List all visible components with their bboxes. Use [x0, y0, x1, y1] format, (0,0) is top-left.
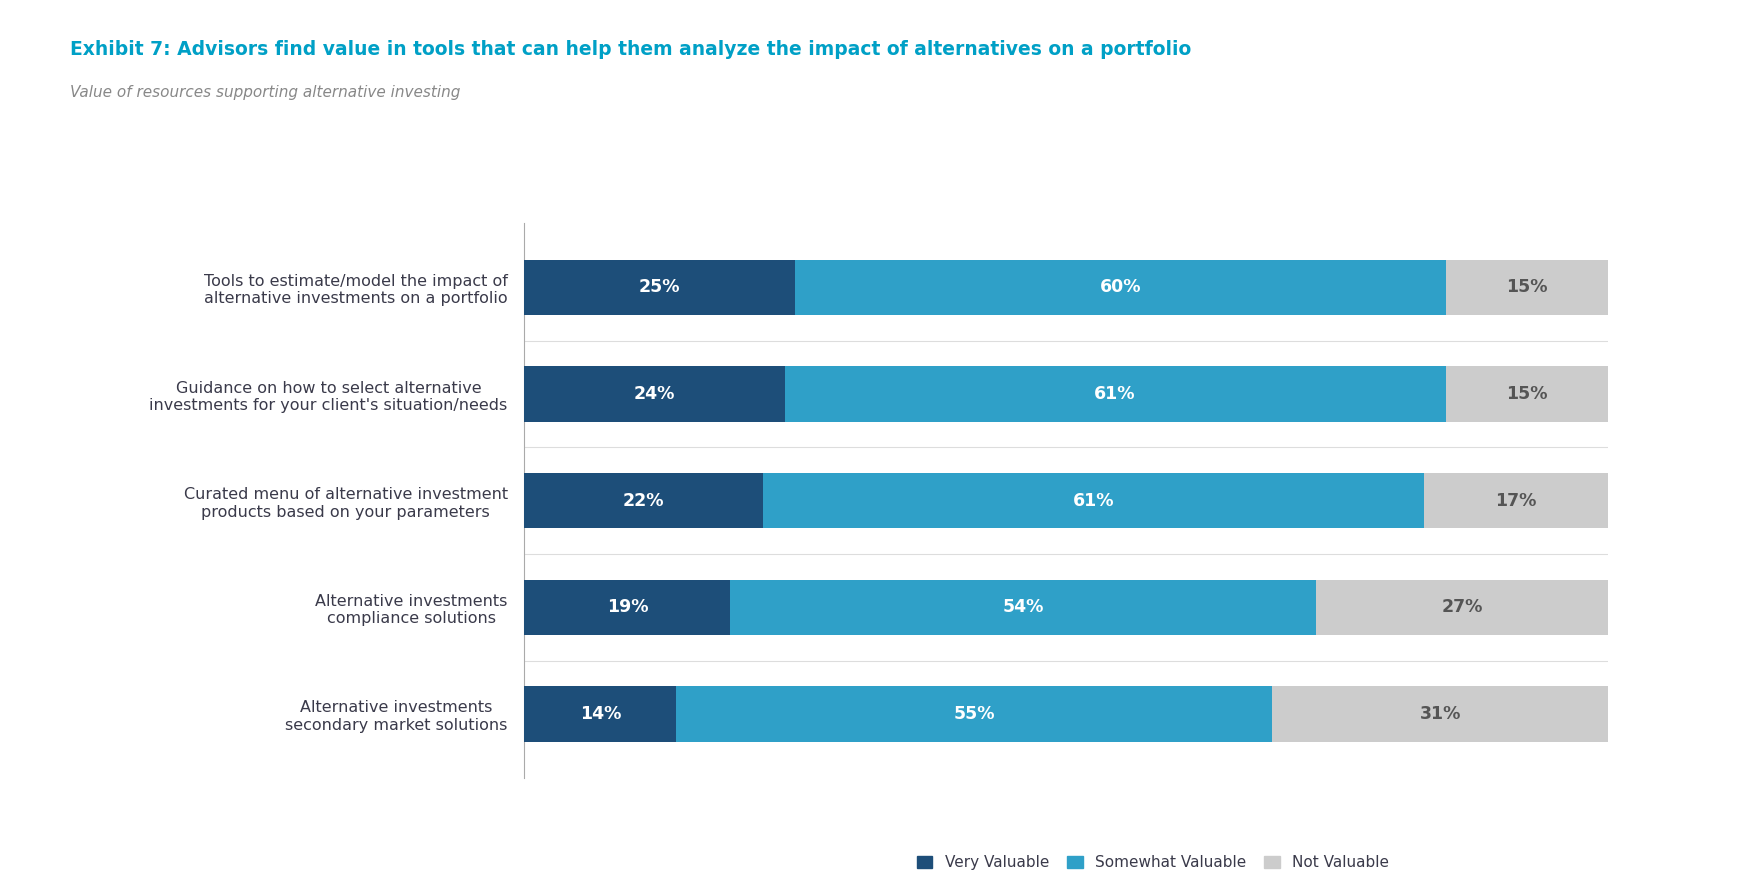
Bar — [762, 473, 1425, 528]
Text: 61%: 61% — [1073, 492, 1113, 510]
Bar — [524, 367, 785, 422]
Text: 19%: 19% — [607, 598, 649, 616]
Bar — [524, 686, 676, 741]
Text: 55%: 55% — [953, 704, 995, 723]
Bar — [795, 260, 1446, 316]
Bar — [524, 260, 795, 316]
Bar — [785, 367, 1446, 422]
Bar — [1316, 579, 1608, 635]
Bar — [731, 579, 1316, 635]
Bar — [1446, 367, 1608, 422]
Text: 61%: 61% — [1094, 385, 1136, 403]
Text: 54%: 54% — [1002, 598, 1044, 616]
Text: Exhibit 7: Advisors find value in tools that can help them analyze the impact of: Exhibit 7: Advisors find value in tools … — [70, 40, 1190, 59]
Bar — [676, 686, 1273, 741]
Text: 31%: 31% — [1419, 704, 1461, 723]
Text: 27%: 27% — [1440, 598, 1482, 616]
Legend: Very Valuable, Somewhat Valuable, Not Valuable: Very Valuable, Somewhat Valuable, Not Va… — [918, 855, 1390, 870]
Text: Value of resources supporting alternative investing: Value of resources supporting alternativ… — [70, 85, 460, 100]
Text: 25%: 25% — [640, 278, 680, 297]
Text: 14%: 14% — [580, 704, 621, 723]
Text: 22%: 22% — [622, 492, 664, 510]
Bar — [524, 579, 731, 635]
Text: 17%: 17% — [1495, 492, 1536, 510]
Text: 24%: 24% — [635, 385, 675, 403]
Text: 15%: 15% — [1507, 278, 1547, 297]
Bar — [1446, 260, 1608, 316]
Bar — [1425, 473, 1608, 528]
Text: 60%: 60% — [1099, 278, 1141, 297]
Text: 15%: 15% — [1507, 385, 1547, 403]
Bar — [524, 473, 762, 528]
Bar — [1273, 686, 1608, 741]
